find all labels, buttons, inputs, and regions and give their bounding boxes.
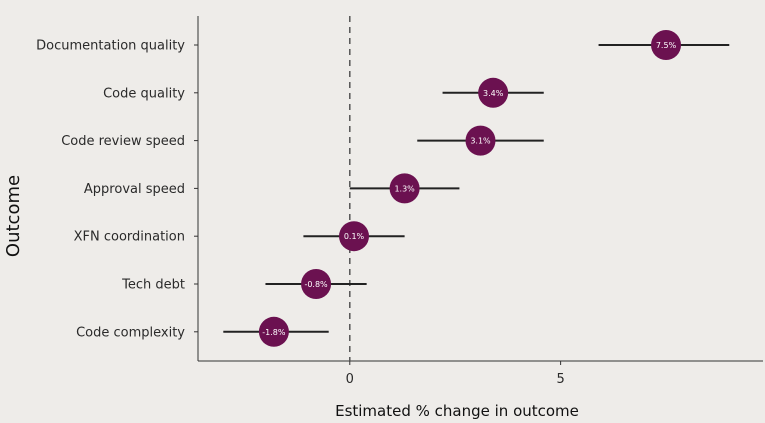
y-axis-title: Outcome <box>3 175 24 257</box>
marks: 7.5% 3.4% 3.1% 1.3% 0.1% -0.8% -1.8% <box>223 30 730 347</box>
estimate-value-label: 3.1% <box>470 137 491 146</box>
y-tick-label: Code quality <box>103 86 185 101</box>
estimate-value-label: -0.8% <box>304 280 328 289</box>
axes: 0 5 Documentation quality Code quality Code … <box>36 16 763 387</box>
estimate-point <box>339 221 370 252</box>
y-tick-label: Tech debt <box>121 278 185 293</box>
y-tick-label: Code review speed <box>61 134 185 149</box>
estimate-point <box>389 173 420 204</box>
estimate-point <box>478 77 509 108</box>
x-tick-label: 5 <box>556 372 564 387</box>
y-tick-label: XFN coordination <box>74 230 185 245</box>
estimate-value-label: -1.8% <box>262 328 286 337</box>
estimate-point <box>258 316 289 347</box>
estimate-value-label: 0.1% <box>344 232 365 241</box>
estimate-value-label: 1.3% <box>394 184 415 193</box>
estimate-point <box>651 30 682 60</box>
y-tick-label: Documentation quality <box>36 39 185 54</box>
estimate-point <box>465 125 496 156</box>
estimate-value-label: 3.4% <box>483 89 504 98</box>
x-tick-label: 0 <box>346 372 354 387</box>
y-tick-label: Code complexity <box>76 325 185 340</box>
y-tick-label: Approval speed <box>84 182 185 197</box>
x-axis-title: Estimated % change in outcome <box>335 402 579 420</box>
estimate-value-label: 7.5% <box>656 41 677 50</box>
estimate-point <box>301 269 332 299</box>
